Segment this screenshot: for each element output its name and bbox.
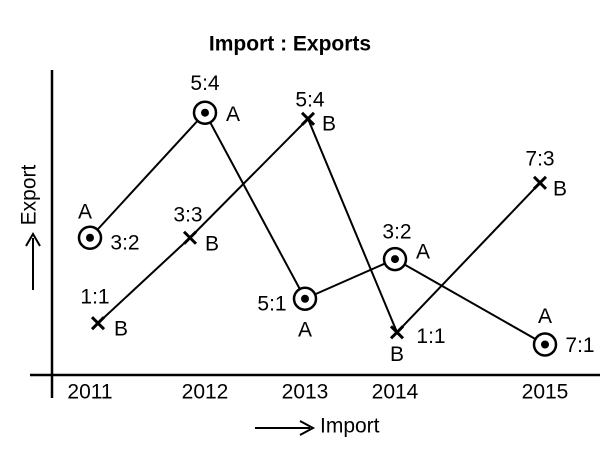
series-name-label: A xyxy=(78,200,92,223)
series-name-label: B xyxy=(390,343,404,366)
x-tick-label: 2012 xyxy=(182,381,229,404)
chart-title: Import : Exports xyxy=(209,33,371,56)
series-name-label: B xyxy=(322,112,336,135)
point-label: 1:1 xyxy=(80,286,109,309)
point-label: 5:4 xyxy=(190,72,220,95)
point-marker xyxy=(532,332,558,357)
y-arrow xyxy=(25,232,41,290)
point-marker xyxy=(90,316,106,331)
point-marker xyxy=(192,100,218,125)
x-tick-label: 2013 xyxy=(282,381,329,404)
point-marker xyxy=(182,230,198,245)
series-name-label: B xyxy=(553,177,567,200)
x-tick-label: 2015 xyxy=(522,381,569,404)
series-name-label: B xyxy=(205,232,219,255)
series-line xyxy=(89,110,546,346)
point-label: 7:3 xyxy=(525,147,554,170)
point-label: 3:2 xyxy=(382,221,411,244)
point-marker xyxy=(389,325,405,340)
point-label: 5:4 xyxy=(295,88,325,111)
series-name-label: A xyxy=(538,305,552,328)
x-tick-label: 2014 xyxy=(372,381,419,404)
y-axis-label: Export xyxy=(18,164,41,225)
series-name-label: A xyxy=(226,103,240,126)
x-tick-label: 2011 xyxy=(67,381,112,404)
point-marker xyxy=(300,111,316,126)
point-label: 3:3 xyxy=(173,203,202,226)
series-line xyxy=(97,117,541,335)
point-label: 5:1 xyxy=(257,292,286,315)
point-label: 1:1 xyxy=(416,325,445,348)
point-label: 3:2 xyxy=(110,231,139,254)
point-marker xyxy=(532,175,548,190)
series-name-label: A xyxy=(298,318,312,341)
point-marker xyxy=(292,286,318,311)
point-marker xyxy=(382,246,408,272)
x-axis-label: Import xyxy=(320,415,380,438)
x-arrow xyxy=(255,420,316,436)
point-marker xyxy=(77,225,103,250)
series-name-label: A xyxy=(416,241,430,264)
series-name-label: B xyxy=(114,318,128,341)
point-label: 7:1 xyxy=(565,334,594,357)
